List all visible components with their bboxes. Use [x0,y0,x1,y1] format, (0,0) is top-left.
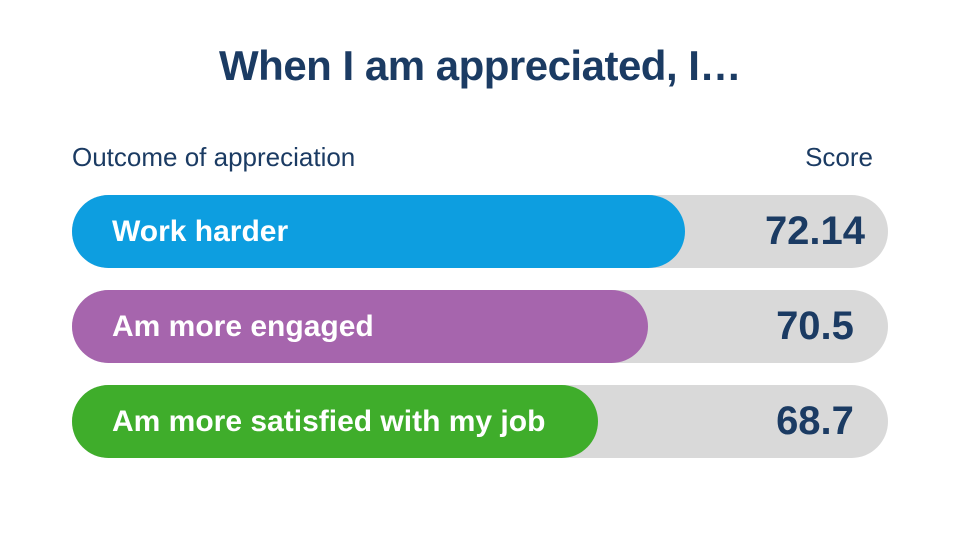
bar-track: Work harder 72.14 [72,195,888,268]
column-headers: Outcome of appreciation Score [72,142,888,173]
bar-row-am-more-engaged: Am more engaged 70.5 [72,290,888,363]
bar-label: Am more satisfied with my job [112,404,546,438]
bar-track: Am more satisfied with my job 68.7 [72,385,888,458]
bar-fill-am-more-satisfied: Am more satisfied with my job [72,385,598,458]
bar-row-am-more-satisfied: Am more satisfied with my job 68.7 [72,385,888,458]
chart-title: When I am appreciated, I… [219,42,741,89]
score-column-header: Score [805,142,873,172]
bar-label: Am more engaged [112,309,374,343]
bar-value: 70.5 [776,304,854,348]
bar-row-work-harder: Work harder 72.14 [72,195,888,268]
category-column-header: Outcome of appreciation [72,142,356,172]
bar-fill-am-more-engaged: Am more engaged [72,290,649,363]
bar-value: 72.14 [764,209,866,253]
bar-fill-work-harder: Work harder [72,195,685,268]
bar-value: 68.7 [776,399,854,443]
bar-chart: Work harder 72.14 Am more engaged 70.5 A… [72,195,888,480]
bar-label: Work harder [112,214,289,248]
bar-track: Am more engaged 70.5 [72,290,888,363]
